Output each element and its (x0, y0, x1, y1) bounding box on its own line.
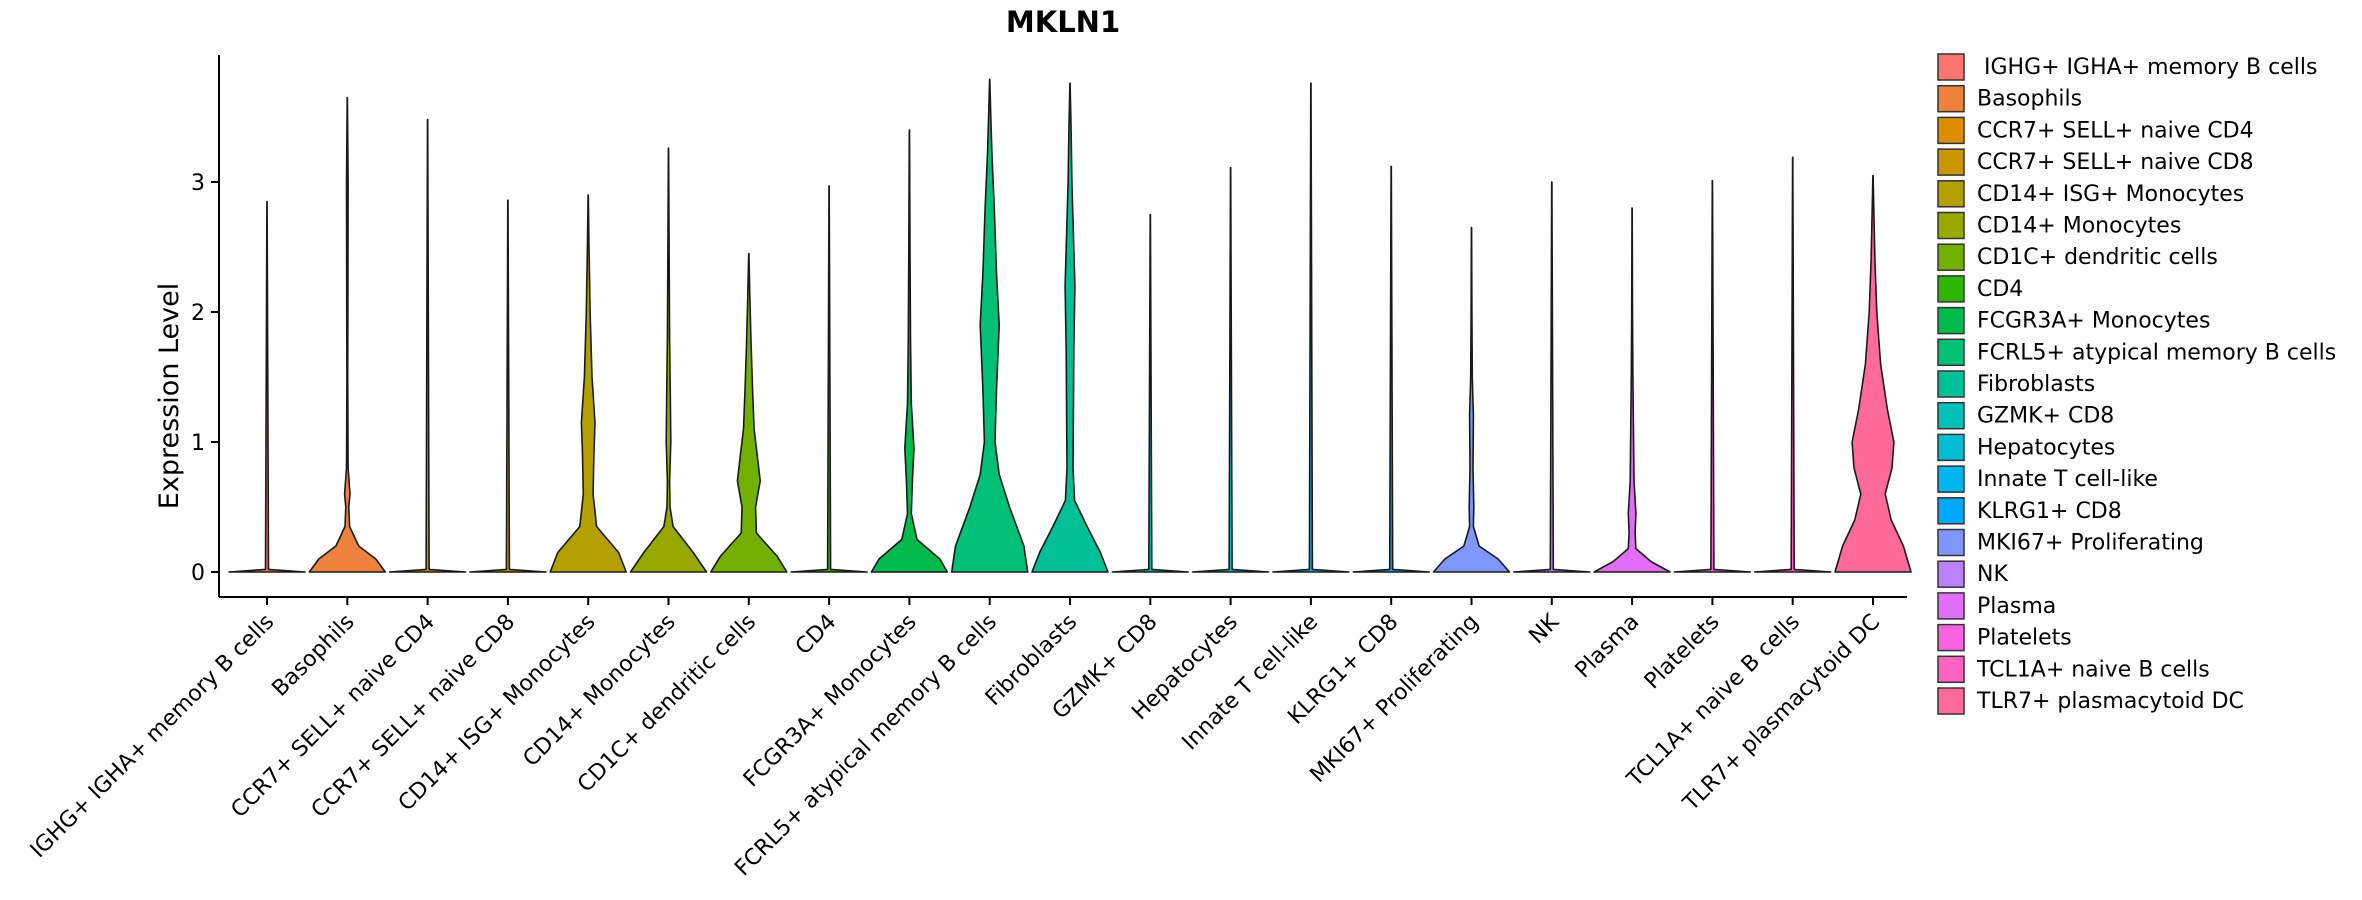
violin-18 (1593, 207, 1671, 573)
violin-1 (228, 200, 306, 573)
legend-swatch (1937, 275, 1965, 303)
legend-swatch (1937, 53, 1965, 81)
violin-16 (1432, 226, 1511, 573)
legend-label: MKI67+ Proliferating (1977, 531, 2204, 556)
violin-15 (1352, 165, 1430, 573)
legend-label: Fibroblasts (1977, 372, 2095, 397)
legend-label: FCRL5+ atypical memory B cells (1977, 340, 2336, 365)
y-tick-label: 3 (191, 171, 205, 196)
legend-swatch (1937, 370, 1965, 398)
legend-label: KLRG1+ CD8 (1977, 499, 2122, 524)
legend-label: NK (1977, 562, 2008, 587)
x-tick-label: IGHG+ IGHA+ memory B cells (26, 610, 279, 863)
legend-swatch (1937, 433, 1965, 462)
y-axis-ticks: 0 1 2 3 (191, 171, 219, 586)
violin-9 (870, 129, 949, 573)
legend-swatch (1937, 592, 1965, 620)
legend-swatch (1937, 243, 1965, 271)
x-tick-label: CD14+ Monocytes (519, 610, 681, 772)
legend-label: Innate T cell-like (1977, 467, 2158, 492)
legend-swatch (1937, 528, 1965, 557)
legend-swatch (1937, 211, 1965, 240)
chart-title: MKLN1 (1006, 5, 1120, 39)
violin-3 (388, 118, 467, 573)
violin-20 (1753, 156, 1832, 573)
legend-swatch (1937, 655, 1965, 684)
legend-label: CD1C+ dendritic cells (1977, 245, 2218, 270)
x-tick-label: NK (1525, 609, 1565, 649)
violin-19 (1673, 179, 1752, 573)
legend-swatch (1937, 465, 1965, 493)
legend-label: GZMK+ CD8 (1977, 404, 2114, 429)
x-tick-label: MKI67+ Proliferating (1306, 610, 1484, 788)
violin-14 (1272, 82, 1350, 573)
legend-swatch (1937, 560, 1965, 588)
violin-6 (629, 147, 708, 573)
violin-2 (308, 96, 387, 573)
legend-label: CCR7+ SELL+ naive CD4 (1977, 118, 2254, 143)
violin-17 (1513, 181, 1591, 573)
legend-swatch (1937, 497, 1965, 525)
legend-label: CD14+ Monocytes (1977, 214, 2181, 239)
legend-label: TLR7+ plasmacytoid DC (1976, 689, 2244, 714)
legend-swatch (1937, 338, 1965, 367)
legend-label: Basophils (1977, 87, 2082, 112)
x-tick-label: Plasma (1571, 610, 1645, 684)
y-axis-title: Expression Level (154, 283, 185, 509)
x-tick-label: Innate T cell-like (1178, 610, 1324, 756)
legend: IGHG+ IGHA+ memory B cells Basophils CCR7+… (1937, 53, 2336, 715)
legend-swatch (1937, 687, 1965, 715)
legend-label: CD4 (1977, 277, 2023, 302)
legend-label: TCL1A+ naive B cells (1976, 657, 2210, 682)
x-axis-ticks: IGHG+ IGHA+ memory B cellsBasophilsCCR7+… (26, 597, 1885, 881)
legend-label: Platelets (1977, 626, 2072, 651)
violin-4 (469, 199, 547, 573)
legend-swatch (1937, 116, 1965, 145)
violin-5 (549, 194, 627, 573)
violin-group (228, 78, 1912, 573)
legend-label: Hepatocytes (1977, 435, 2115, 460)
y-tick-label: 1 (191, 431, 205, 456)
violin-21 (1834, 174, 1912, 573)
violin-7 (710, 252, 788, 573)
y-tick-label: 2 (191, 301, 205, 326)
legend-swatch (1937, 84, 1965, 113)
legend-swatch (1937, 623, 1965, 652)
violin-13 (1191, 166, 1270, 573)
violin-10 (950, 78, 1029, 573)
legend-label: CCR7+ SELL+ naive CD8 (1977, 150, 2254, 175)
violin-11 (1031, 82, 1109, 573)
violin-12 (1111, 213, 1190, 573)
legend-label: Plasma (1977, 594, 2056, 619)
x-tick-label: CD4 (791, 610, 841, 660)
violin-8 (790, 185, 868, 573)
legend-swatch (1937, 401, 1965, 430)
legend-swatch (1937, 148, 1965, 176)
legend-label: CD14+ ISG+ Monocytes (1977, 182, 2244, 207)
legend-label: IGHG+ IGHA+ memory B cells (1977, 55, 2317, 80)
legend-swatch (1937, 180, 1965, 208)
legend-swatch (1937, 306, 1965, 335)
x-tick-label: Platelets (1640, 610, 1725, 695)
y-tick-label: 0 (191, 561, 205, 586)
legend-label: FCGR3A+ Monocytes (1977, 309, 2210, 334)
